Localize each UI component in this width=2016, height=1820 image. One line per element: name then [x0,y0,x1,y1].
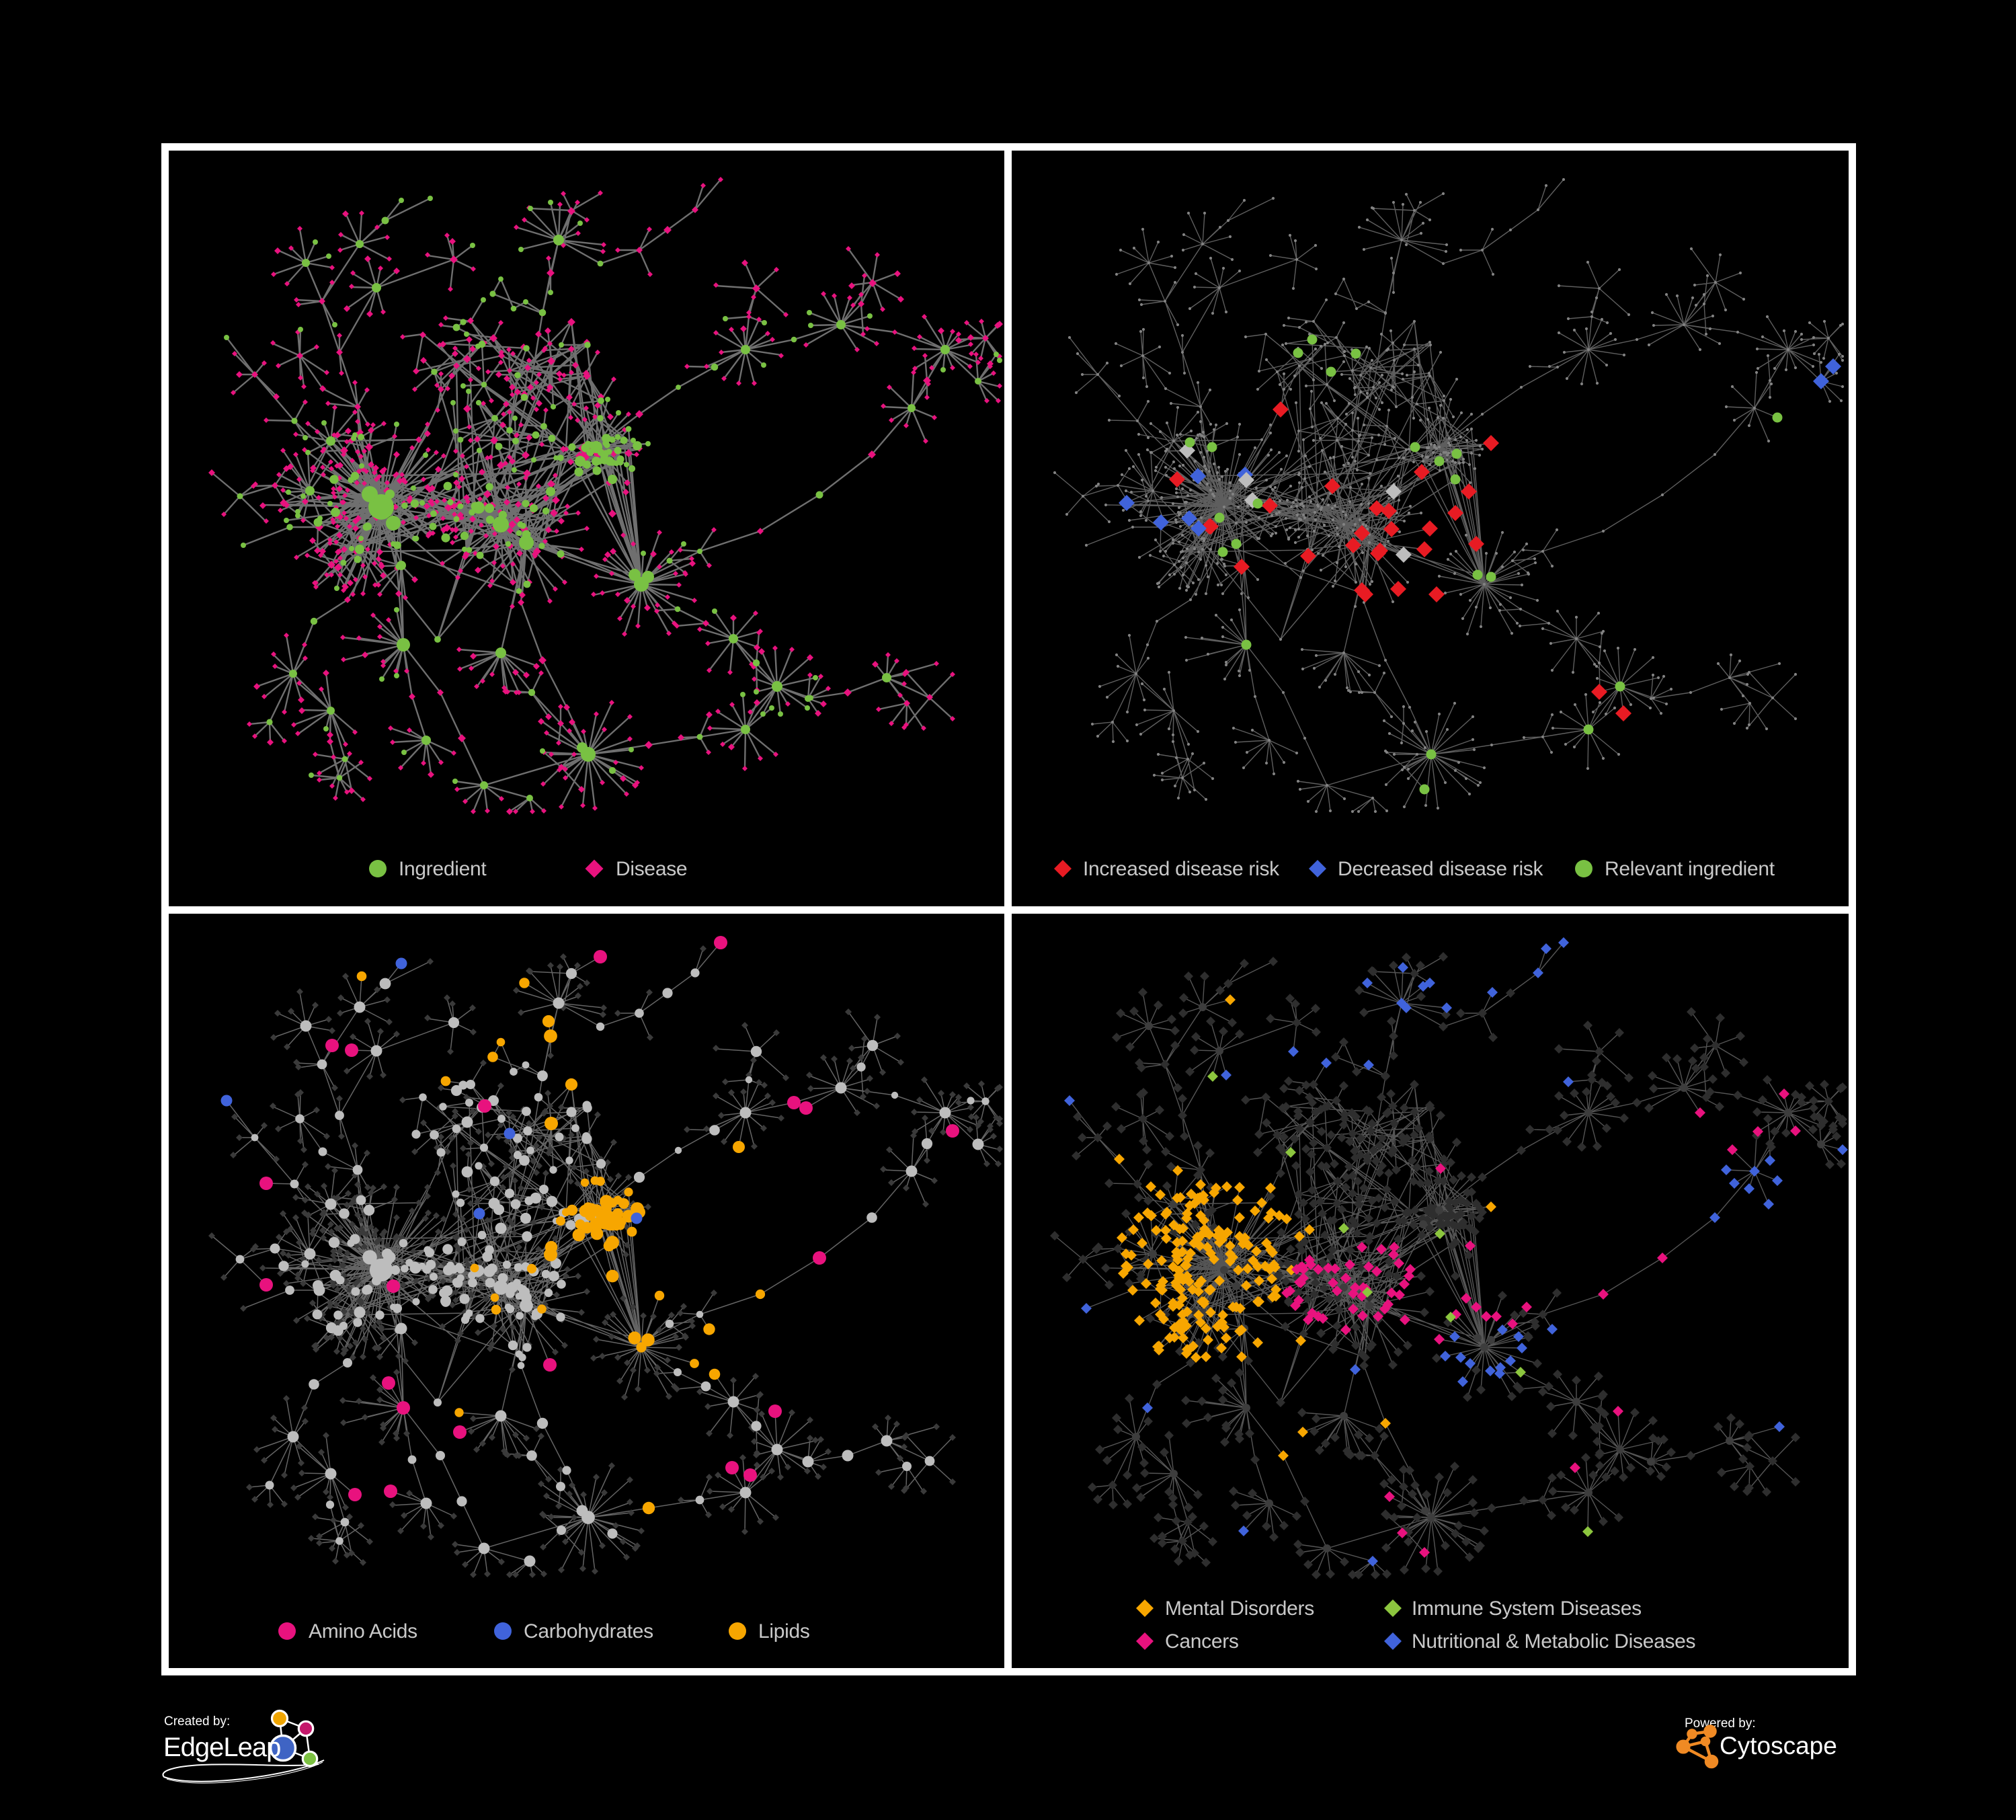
svg-text:Cytoscape: Cytoscape [1720,1732,1837,1759]
svg-text:Carbohydrates: Carbohydrates [524,1620,653,1643]
svg-text:Mental Disorders: Mental Disorders [1165,1597,1314,1620]
svg-text:Increased disease risk: Increased disease risk [1083,858,1280,880]
svg-text:EdgeLeap: EdgeLeap [163,1733,280,1762]
svg-text:Immune System Diseases: Immune System Diseases [1412,1597,1642,1620]
svg-text:Relevant ingredient: Relevant ingredient [1605,858,1775,880]
svg-text:Nutritional & Metabolic Diseas: Nutritional & Metabolic Diseases [1412,1630,1695,1653]
svg-text:Powered by:: Powered by: [1685,1716,1756,1731]
svg-text:Cancers: Cancers [1165,1630,1239,1653]
svg-text:Lipids: Lipids [758,1620,810,1643]
svg-text:Decreased disease risk: Decreased disease risk [1338,858,1544,880]
svg-text:Ingredient: Ingredient [399,858,487,880]
svg-text:Created by:: Created by: [164,1714,230,1729]
svg-text:Disease: Disease [616,858,687,880]
svg-text:Amino Acids: Amino Acids [309,1620,417,1643]
